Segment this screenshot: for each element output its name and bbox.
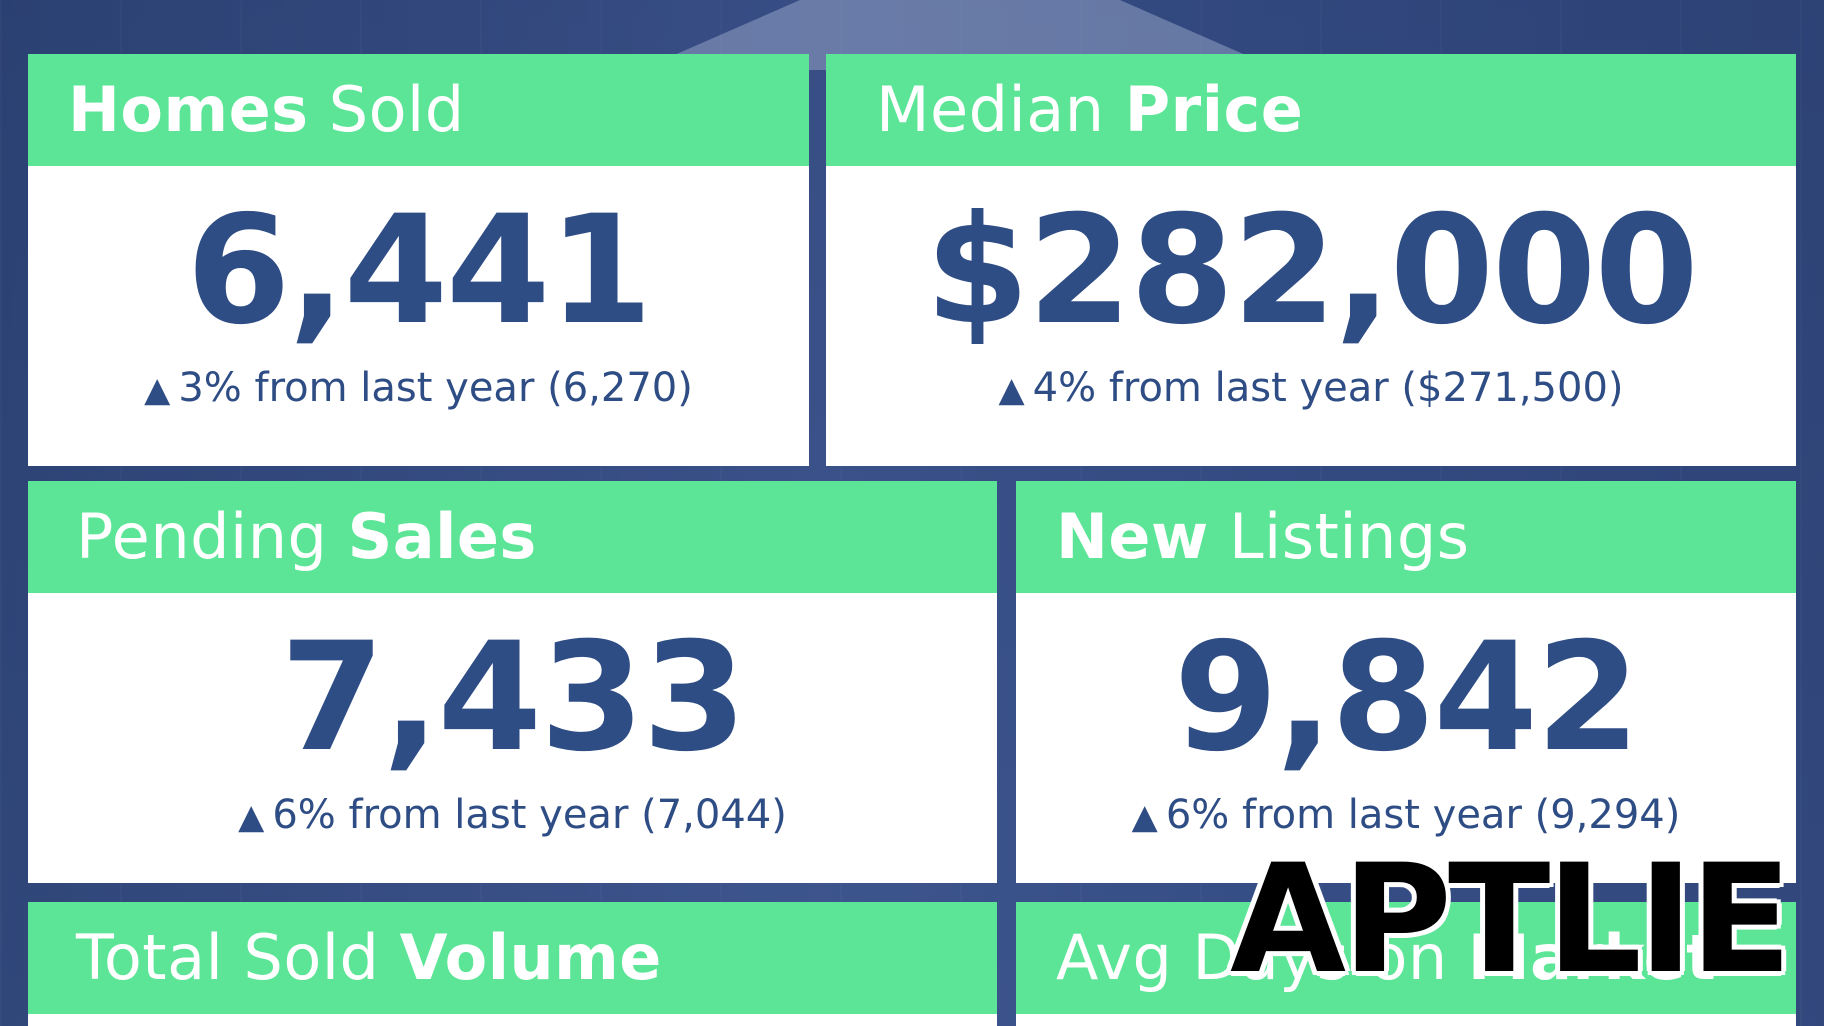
card-title: Total Sold Volume — [28, 902, 997, 1014]
card-homes-sold: Homes Sold 6,441 ▲ 3% from last year (6,2… — [28, 54, 809, 466]
card-total-sold-volume: Total Sold Volume — [28, 902, 997, 1026]
card-pending-sales: Pending Sales 7,433 ▲ 6% from last year (… — [28, 481, 997, 883]
up-arrow-icon: ▲ — [144, 370, 171, 410]
card-change: ▲ 6% from last year (9,294) — [1016, 793, 1796, 839]
card-new-listings: New Listings 9,842 ▲ 6% from last year (9… — [1016, 481, 1796, 883]
card-value: $282,000 — [925, 184, 1699, 358]
card-value: 6,441 — [186, 184, 652, 358]
card-title-bold: Market — [1467, 921, 1717, 994]
card-title-light: Median — [876, 73, 1105, 146]
card-title: Avg Days on Market — [1016, 902, 1796, 1014]
card-title-bold: Volume — [399, 921, 662, 994]
card-title: Median Price — [826, 54, 1796, 166]
card-title-bold: Homes — [68, 73, 309, 146]
card-title-bold: Sales — [347, 500, 537, 573]
card-title-light: Avg Days on — [1056, 921, 1448, 994]
card-change: ▲ 3% from last year (6,270) — [28, 366, 809, 412]
card-value: 9,842 — [1173, 611, 1640, 785]
card-median-price: Median Price $282,000 ▲ 4% from last year… — [826, 54, 1796, 466]
card-avg-days-on-market: Avg Days on Market — [1016, 902, 1796, 1026]
card-change-text: 4% from last year ($271,500) — [1032, 365, 1624, 411]
card-title-light: Listings — [1228, 500, 1470, 573]
card-title-bold: Price — [1124, 73, 1304, 146]
card-change: ▲ 6% from last year (7,044) — [28, 793, 997, 839]
up-arrow-icon: ▲ — [238, 797, 265, 837]
card-change-text: 6% from last year (7,044) — [272, 792, 787, 838]
card-change: ▲ 4% from last year ($271,500) — [826, 366, 1796, 412]
card-title-light: Total Sold — [76, 921, 380, 994]
card-title: New Listings — [1016, 481, 1796, 593]
card-title: Pending Sales — [28, 481, 997, 593]
watermark-logo: APTLIE — [1230, 833, 1792, 1007]
up-arrow-icon: ▲ — [1131, 797, 1158, 837]
card-title: Homes Sold — [28, 54, 809, 166]
card-change-text: 3% from last year (6,270) — [178, 365, 693, 411]
card-change-text: 6% from last year (9,294) — [1165, 792, 1681, 838]
card-title-bold: New — [1056, 500, 1209, 573]
card-title-light: Sold — [328, 73, 465, 146]
card-title-light: Pending — [76, 500, 328, 573]
card-value: 7,433 — [280, 611, 746, 785]
up-arrow-icon: ▲ — [998, 370, 1025, 410]
